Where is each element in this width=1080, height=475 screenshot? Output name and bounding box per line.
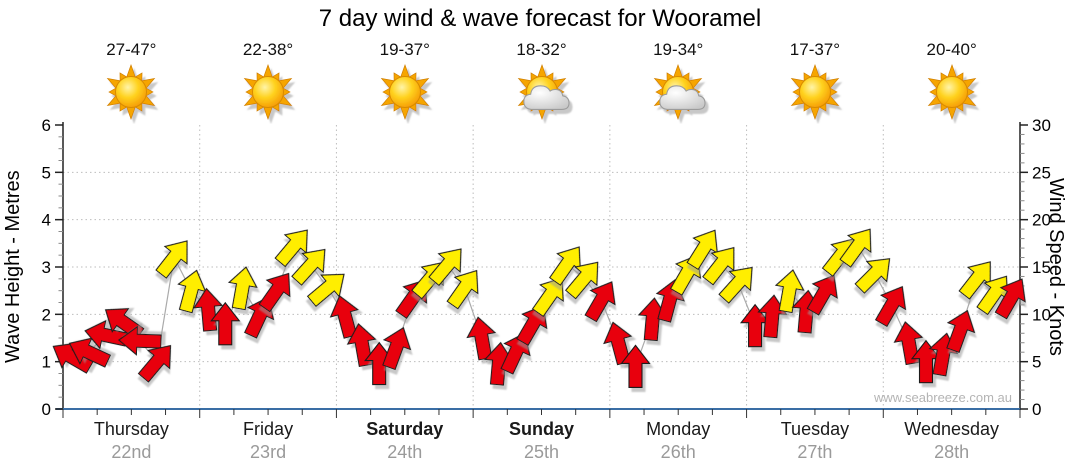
wind-arrow	[428, 248, 462, 287]
wind-arrow	[500, 332, 531, 375]
day-date-label: 27th	[797, 442, 833, 462]
wind-arrow	[446, 269, 479, 310]
day-name-label: Tuesday	[780, 419, 850, 439]
day-date-label: 22nd	[111, 442, 152, 462]
temperature-range: 19-37°	[379, 40, 430, 59]
wave-height-tick-label: 1	[42, 353, 51, 372]
wind-arrow	[516, 304, 548, 346]
temperature-range: 22-38°	[242, 40, 294, 59]
wind-arrow	[854, 258, 891, 294]
wind-arrow	[839, 228, 872, 268]
temperature-range: 18-32°	[516, 40, 567, 59]
day-date-label: 24th	[387, 442, 423, 462]
wind-arrow	[531, 277, 564, 318]
wind-arrow	[946, 309, 976, 354]
day-date-label: 25th	[523, 442, 560, 462]
wind-arrow	[584, 281, 616, 323]
sunny-icon	[235, 60, 301, 124]
wind-speed-tick-label: 25	[1032, 163, 1051, 182]
wind-arrow	[620, 344, 651, 388]
wind-arrow	[874, 285, 907, 328]
day-name-label: Thursday	[93, 419, 169, 439]
wave-height-tick-label: 6	[42, 116, 51, 135]
temperature-range: 19-34°	[653, 40, 704, 59]
temperature-range: 20-40°	[926, 40, 977, 59]
wind-arrow	[306, 273, 345, 308]
wind-arrows-layer	[52, 228, 1026, 388]
day-name-label: Monday	[646, 419, 711, 439]
wind-arrow	[227, 266, 258, 311]
day-name-label: Wednesday	[904, 419, 1000, 439]
day-name-label: Sunday	[508, 419, 575, 439]
wind-arrow	[258, 272, 291, 313]
day-date-label: 28th	[934, 442, 970, 462]
day-date-label: 26th	[660, 442, 696, 462]
wind-speed-tick-label: 20	[1032, 211, 1051, 230]
right-axis-ticks: 0 5 10 15 20 25 30	[1020, 116, 1051, 419]
wind-arrow	[564, 261, 599, 300]
wave-height-tick-label: 3	[42, 258, 51, 277]
right-axis-title: Wind Speed - Knots	[1045, 178, 1067, 356]
wind-arrow	[994, 278, 1026, 320]
wind-arrow	[382, 326, 412, 371]
temperature-range: 17-37°	[789, 40, 841, 59]
wind-arrow	[274, 229, 308, 268]
wind-arrow	[757, 294, 788, 339]
wind-speed-tick-label: 10	[1032, 305, 1051, 324]
sunny-icon	[372, 60, 438, 124]
partly-cloudy-icon	[645, 60, 711, 124]
wind-speed-tick-label: 30	[1032, 116, 1051, 135]
left-axis-title: Wave Height - Metres	[2, 170, 24, 364]
wind-arrow	[210, 301, 241, 346]
wind-arrow	[718, 266, 753, 304]
wind-arrow	[806, 274, 838, 316]
x-axis-ticks	[62, 409, 1021, 418]
temperature-range: 27-47°	[106, 40, 157, 59]
wave-height-tick-label: 5	[42, 163, 51, 182]
day-date-label: 23rd	[250, 442, 287, 462]
wind-arrow	[118, 325, 162, 356]
wind-arrow	[155, 240, 188, 279]
watermark: www.seabreeze.com.au	[873, 390, 1012, 405]
wave-height-tick-label: 2	[42, 305, 51, 324]
wind-arrow	[68, 337, 112, 368]
wind-speed-tick-label: 15	[1032, 258, 1051, 277]
left-axis-ticks: 0 1 2 3 4 5 6	[42, 116, 63, 419]
partly-cloudy-icon	[509, 60, 575, 124]
day-name-label: Friday	[243, 419, 294, 439]
sunny-icon	[919, 60, 985, 124]
wind-speed-tick-label: 5	[1032, 353, 1041, 372]
wind-arrow	[291, 248, 326, 286]
chart-title: 7 day wind & wave forecast for Wooramel	[318, 5, 762, 32]
wind-arrow	[774, 269, 805, 314]
wave-height-tick-label: 0	[42, 400, 51, 419]
wind-speed-tick-label: 0	[1032, 400, 1041, 419]
wave-height-tick-label: 4	[42, 211, 51, 230]
wind-arrow	[329, 295, 359, 339]
wind-arrow	[137, 344, 172, 383]
sunny-icon	[98, 60, 164, 124]
sunny-icon	[782, 60, 848, 124]
day-name-label: Saturday	[366, 419, 444, 439]
wind-arrow	[702, 246, 735, 286]
